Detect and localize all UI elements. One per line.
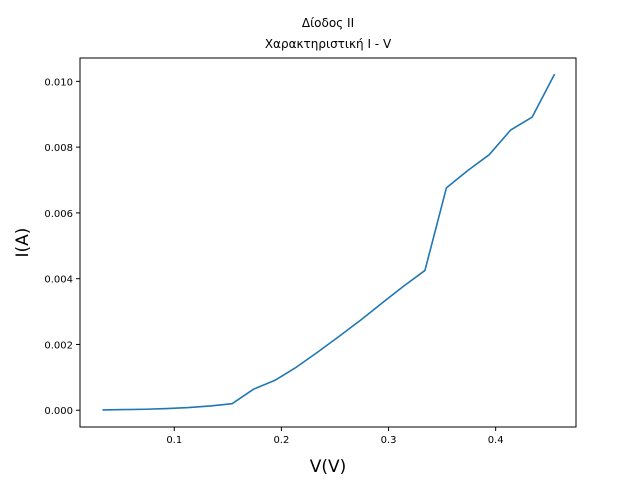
y-axis: 0.000 0.002 0.004 0.006 0.008 0.010: [44, 77, 80, 417]
x-tick-label: 0.1: [166, 435, 182, 446]
x-tick-label: 0.3: [381, 435, 397, 446]
y-tick-label: 0.010: [44, 77, 73, 88]
x-axis: 0.1 0.2 0.3 0.4: [166, 427, 504, 446]
y-tick-label: 0.004: [44, 275, 73, 286]
y-tick-label: 0.002: [44, 340, 73, 351]
x-axis-label: V(V): [310, 457, 347, 477]
x-tick-label: 0.4: [488, 435, 504, 446]
chart-title-line2: Χαρακτηριστική Ι - V: [265, 37, 392, 51]
y-tick-label: 0.008: [44, 143, 73, 154]
y-tick-label: 0.000: [44, 406, 73, 417]
chart-title-line1: Δίοδος ΙΙ: [302, 16, 354, 30]
plot-lines: [102, 73, 556, 411]
x-tick-label: 0.2: [273, 435, 289, 446]
y-tick-label: 0.006: [44, 209, 73, 220]
series-line-0: [102, 73, 556, 411]
y-axis-label: I(A): [13, 228, 33, 258]
plot-frame: [79, 57, 577, 428]
